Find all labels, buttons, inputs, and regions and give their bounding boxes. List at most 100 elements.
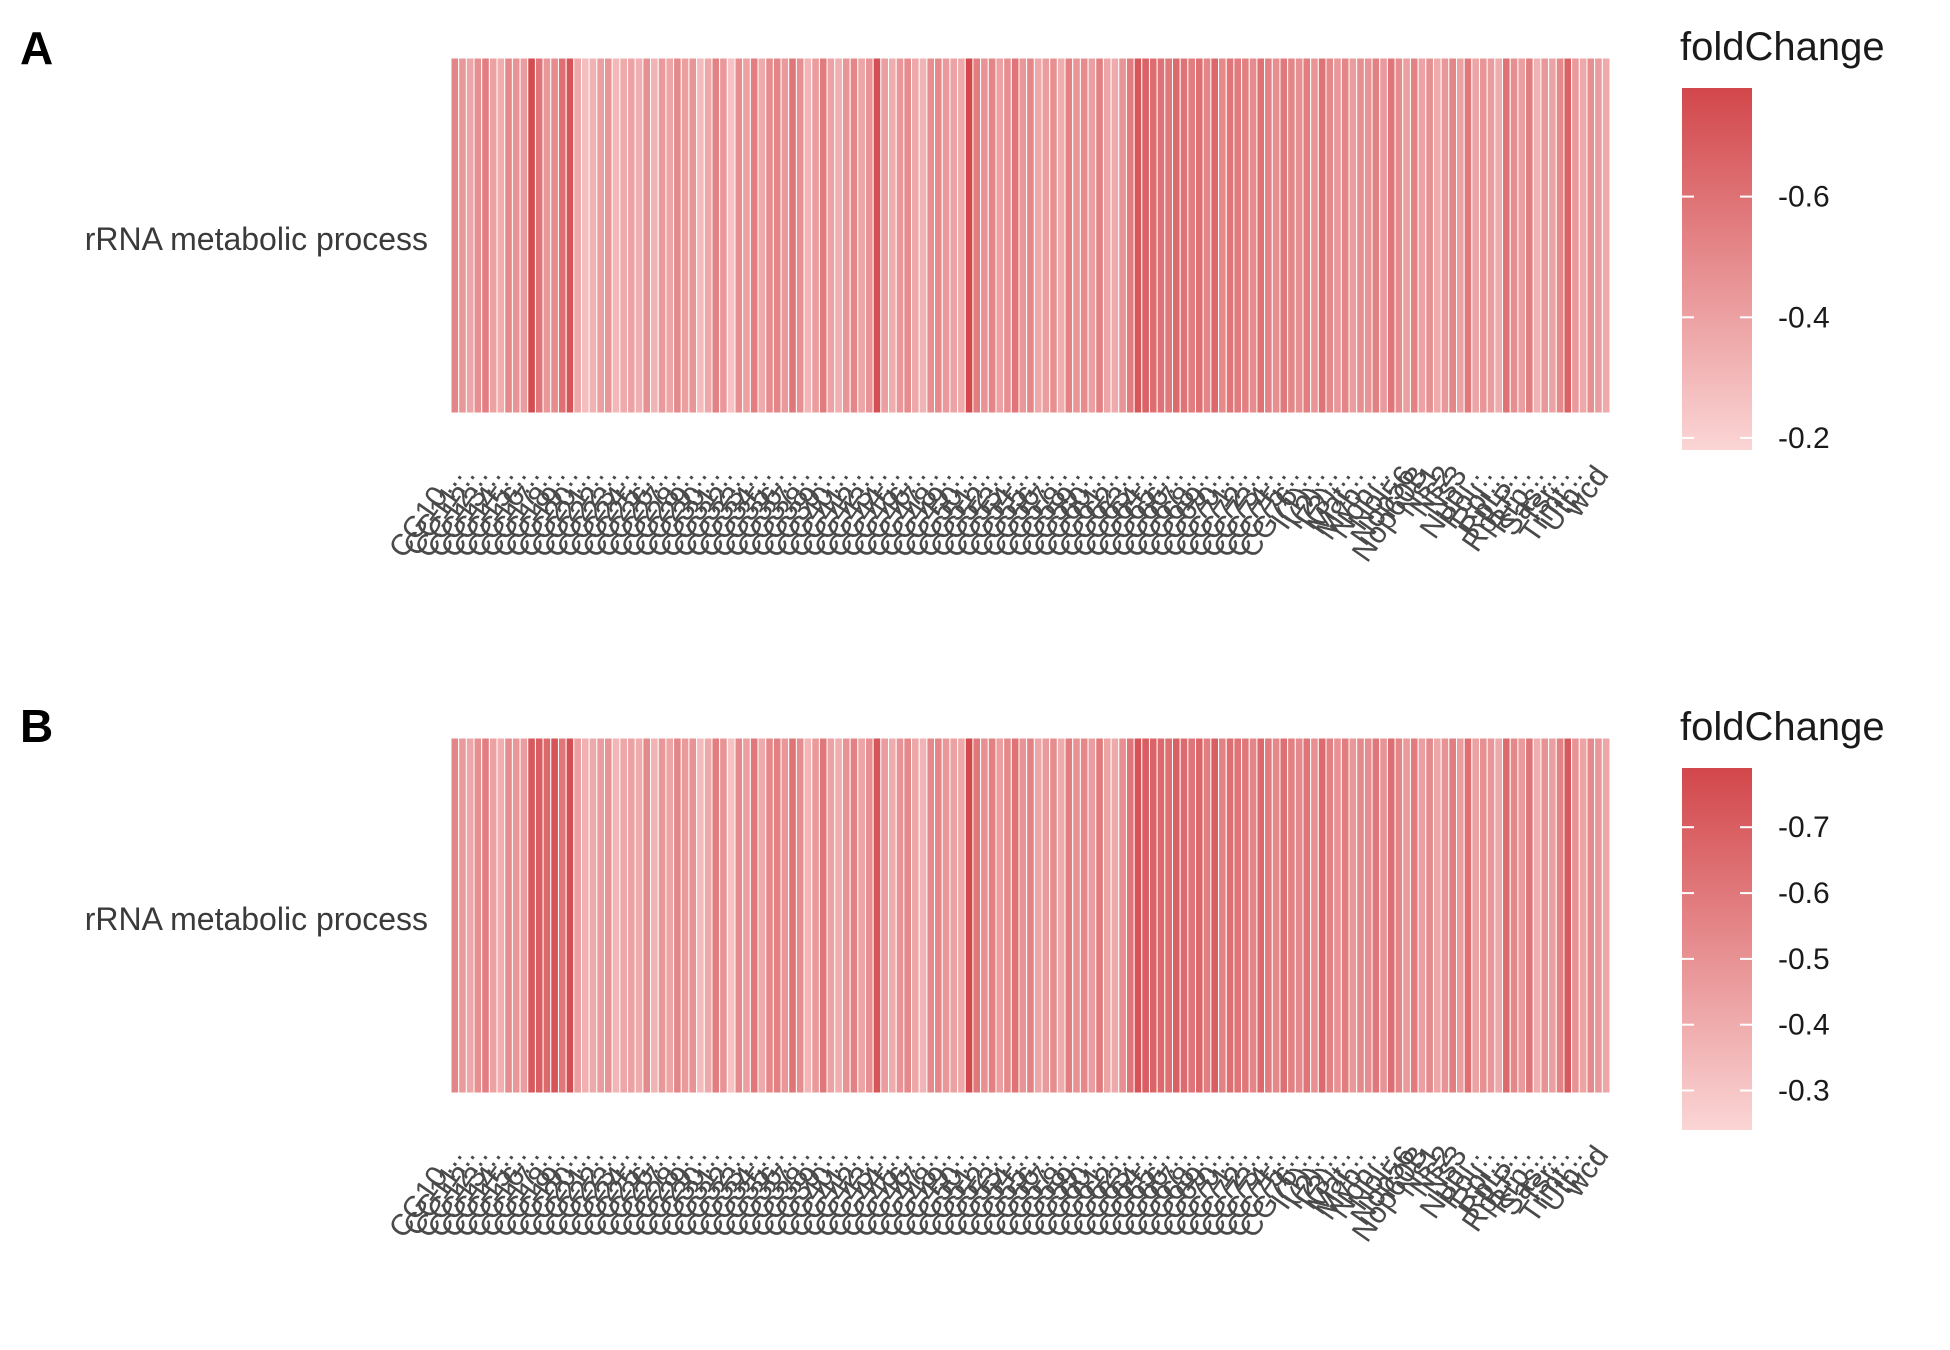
heatmap-tile [995, 737, 1005, 1094]
heatmap-tile [1386, 57, 1396, 414]
heatmap-tile [1256, 57, 1266, 414]
heatmap-tile [450, 57, 460, 414]
heatmap-tile [604, 57, 613, 414]
heatmap-tile [542, 737, 552, 1094]
heatmap-tile [1148, 737, 1158, 1094]
heatmap-tile [1540, 737, 1550, 1094]
heatmap-tile [1195, 57, 1204, 414]
heatmap-tile [880, 57, 890, 414]
heatmap-tile [1172, 57, 1181, 414]
heatmap-tile [765, 737, 774, 1094]
heatmap-tile [642, 737, 652, 1094]
heatmap-tile [1471, 57, 1481, 414]
heatmap-tile [826, 737, 836, 1094]
heatmap-tile [987, 737, 997, 1094]
heatmap-tile [1340, 57, 1350, 414]
heatmap-tile [757, 737, 767, 1094]
heatmap-tile [1264, 57, 1273, 414]
heatmap-tile [1471, 737, 1481, 1094]
heatmap-tile [734, 737, 744, 1094]
heatmap-tile [1440, 57, 1450, 414]
heatmap-tile [1363, 57, 1373, 414]
heatmap-tile [1033, 57, 1043, 414]
legend-tick-label: -0.7 [1778, 811, 1830, 844]
heatmap-tile [1049, 737, 1058, 1094]
heatmap-tile [1218, 57, 1227, 414]
panel-b: B rRNA metabolic process CG10...CG11...C… [20, 700, 1885, 1248]
heatmap-tile [1118, 57, 1127, 414]
heatmap-tile [895, 737, 905, 1094]
heatmap-tile [1179, 737, 1189, 1094]
heatmap-tile [1010, 57, 1020, 414]
heatmap-tile [696, 737, 705, 1094]
heatmap-tile [565, 737, 575, 1094]
heatmap-tile [1233, 737, 1243, 1094]
heatmap-tile [488, 57, 498, 414]
heatmap-tile [1517, 57, 1527, 414]
heatmap-tile [1049, 57, 1058, 414]
heatmap-tile [972, 737, 982, 1094]
heatmap-tile [1402, 57, 1411, 414]
panel-a: A rRNA metabolic process CG10...CG11...C… [20, 22, 1885, 568]
heatmap-tile [619, 737, 629, 1094]
heatmap-tile [1156, 57, 1166, 414]
heatmap-tile [1095, 57, 1104, 414]
heatmap-tile [1294, 737, 1304, 1094]
heatmap-tile [1317, 57, 1327, 414]
heatmap-tile [1302, 57, 1312, 414]
heatmap-tile [1072, 57, 1081, 414]
heatmap-tile [1225, 737, 1235, 1094]
heatmap-tile [841, 57, 851, 414]
heatmap-tile [673, 737, 682, 1094]
heatmap-tile [1079, 57, 1089, 414]
heatmap-tile [1202, 737, 1212, 1094]
heatmap-tile [1125, 57, 1135, 414]
heatmap-tile [1294, 57, 1304, 414]
heatmap-tile [1271, 737, 1281, 1094]
legend-colorbar-a [1682, 88, 1752, 450]
heatmap-tile [1594, 57, 1603, 414]
heatmap-tile [788, 737, 797, 1094]
heatmap-tile [580, 737, 590, 1094]
heatmap-tile [1379, 57, 1388, 414]
heatmap-tile [1333, 57, 1342, 414]
heatmap-tile [1425, 737, 1434, 1094]
legend-colorbar-b [1682, 768, 1752, 1130]
heatmap-tile [857, 737, 866, 1094]
heatmap-tile [1317, 737, 1327, 1094]
heatmap-tile [573, 737, 582, 1094]
heatmap-tile [742, 57, 751, 414]
heatmap-tile [1003, 737, 1012, 1094]
heatmap-tile [634, 737, 644, 1094]
gene-labels-a: CG10...CG11...CG12...CG13...CG14...CG15.… [383, 460, 1616, 568]
heatmap-tile [811, 57, 820, 414]
heatmap-tile [1509, 57, 1519, 414]
heatmap-tile [1148, 57, 1158, 414]
heatmap-tile [1409, 57, 1419, 414]
heatmap-tile [1394, 737, 1404, 1094]
heatmap-tile [1425, 57, 1434, 414]
legend-ticks-b: -0.7 -0.6 -0.5 -0.4 -0.3 [1682, 811, 1830, 1108]
heatmap-tile [680, 57, 690, 414]
heatmap-tile [1486, 737, 1496, 1094]
heatmap-tile [1164, 737, 1173, 1094]
heatmap-tile [1010, 737, 1020, 1094]
heatmap-tile [1179, 57, 1189, 414]
heatmap-tile [1026, 57, 1035, 414]
heatmap-tile [1417, 737, 1427, 1094]
heatmap-tile [1041, 57, 1051, 414]
heatmap-tile [1525, 737, 1534, 1094]
heatmap-tile [588, 737, 598, 1094]
legend-tick-label: -0.2 [1778, 422, 1830, 455]
heatmap-tile [964, 57, 974, 414]
heatmap-tile [1026, 737, 1035, 1094]
heatmap-tile [1241, 737, 1250, 1094]
heatmap-tile [1502, 57, 1511, 414]
heatmap-tile [1218, 737, 1227, 1094]
heatmap-tile [1601, 737, 1611, 1094]
heatmap-tile [1409, 737, 1419, 1094]
heatmap-tile [849, 57, 859, 414]
heatmap-tile [1072, 737, 1081, 1094]
heatmap-tile [765, 57, 774, 414]
heatmap-tile [511, 737, 521, 1094]
